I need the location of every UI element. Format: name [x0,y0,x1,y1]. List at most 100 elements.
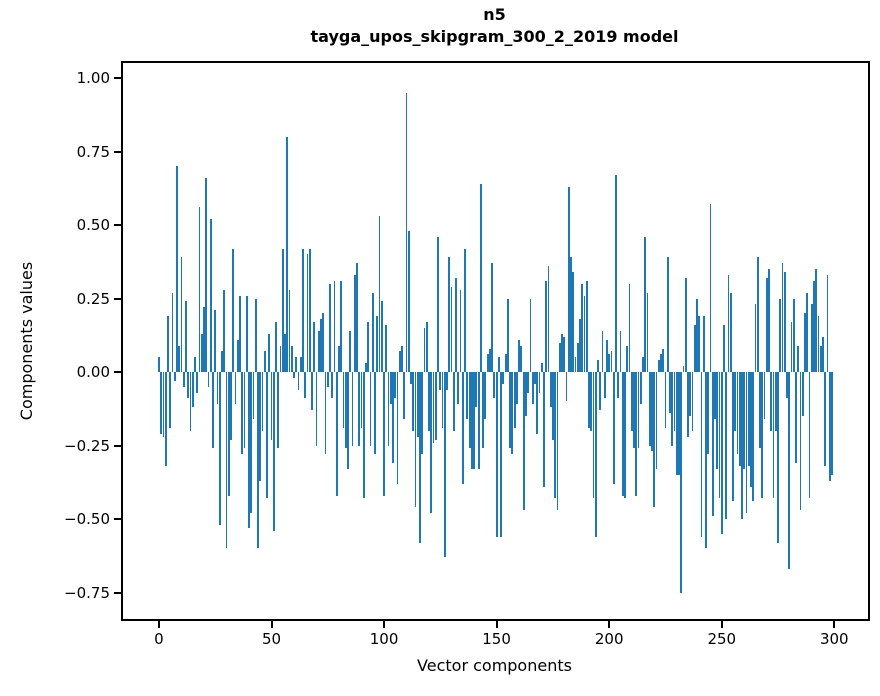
bar [545,280,548,372]
bar [515,372,518,405]
y-tick-mark [114,77,121,79]
bar [446,372,448,390]
bar [365,363,367,372]
bar [705,372,707,549]
bar [612,372,615,484]
bar [554,372,557,499]
bar [475,372,478,408]
bar [772,372,775,499]
bar [608,354,611,372]
bar [786,372,788,399]
bar [367,322,370,372]
bar [466,372,469,420]
bar [461,372,464,484]
bar [403,372,406,420]
bar [594,372,597,537]
bar [376,316,379,372]
bar [407,230,410,372]
bar [203,307,205,373]
bar [630,372,633,431]
bar [783,272,786,373]
bar [335,372,338,496]
bar [164,372,167,467]
bar [158,357,160,372]
bar [362,372,365,499]
bar [815,269,818,373]
bar [779,298,782,372]
bar [486,354,489,372]
bar [723,324,725,372]
bar [669,372,671,414]
bar [673,372,676,431]
bar [250,372,253,514]
bar [425,322,428,372]
bar [176,166,178,372]
bar [477,372,480,470]
bar [230,372,232,440]
bar [313,322,316,372]
bar [610,351,613,373]
bar [279,345,282,372]
bar [248,372,250,528]
bar [824,372,827,467]
x-tick-mark [720,621,723,628]
bar [437,236,439,373]
bar [756,257,759,372]
bar [549,372,552,408]
bar [770,372,773,431]
bar [194,357,196,372]
bar [831,372,833,475]
bar [797,345,800,372]
bar [720,372,723,534]
bar [574,357,577,372]
bar [275,322,277,372]
bar [360,372,363,428]
bar [493,372,496,399]
bar [592,372,595,499]
bar [338,345,340,372]
bar [579,319,581,372]
bar [421,372,424,455]
bar [272,372,275,531]
bar [660,354,662,372]
bar [495,372,498,537]
bar [747,372,750,467]
bar [470,372,473,470]
bar [547,266,550,372]
y-tick-label: −0.75 [64,583,110,602]
bar [304,372,307,399]
bar [590,372,593,431]
bar [455,277,457,372]
bar [648,372,651,446]
bar [270,372,273,440]
bar [718,372,721,499]
bar [173,372,176,381]
bar [315,372,318,446]
bar [558,342,561,372]
bar [743,372,746,470]
bar [331,372,334,399]
bar [254,298,257,372]
bar [696,298,698,372]
bar [353,274,356,372]
bar [473,372,475,470]
bar [212,372,214,449]
bar [781,263,784,372]
bar [662,348,665,373]
plot-area [121,61,870,621]
bar [684,277,687,372]
bar [599,372,602,411]
y-tick-mark [114,150,121,153]
bar [572,272,575,373]
bar [700,372,703,537]
bar [243,372,246,449]
bar [804,313,806,372]
x-tick-mark [157,621,160,628]
bar [603,372,606,399]
x-tick-label: 200 [594,630,624,648]
bar [504,354,507,372]
bar [597,360,599,372]
bar [293,372,295,378]
bar [374,372,376,455]
bar [615,175,617,373]
